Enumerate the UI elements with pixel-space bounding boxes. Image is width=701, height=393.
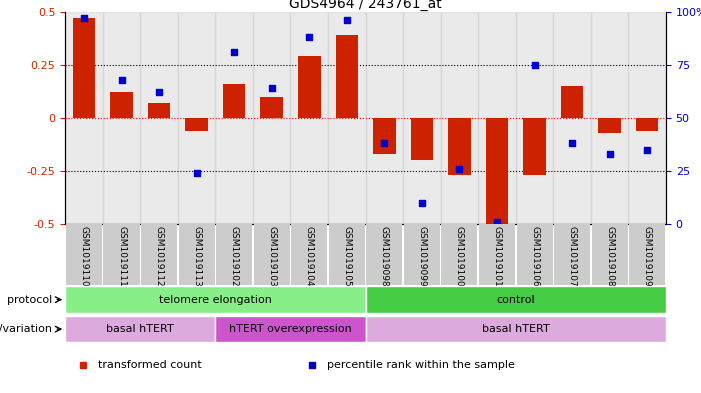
Bar [628, 12, 666, 224]
Bar [479, 224, 515, 285]
Bar [178, 12, 215, 224]
Text: GSM1019100: GSM1019100 [455, 226, 464, 286]
Bar [66, 224, 102, 285]
Bar [486, 118, 508, 224]
Bar [253, 12, 290, 224]
Bar [185, 118, 208, 130]
Text: protocol: protocol [7, 295, 52, 305]
Text: GSM1019102: GSM1019102 [230, 226, 238, 286]
Bar [65, 12, 103, 224]
Point [304, 34, 315, 40]
Bar [103, 12, 140, 224]
Point [566, 140, 578, 147]
Text: GSM1019104: GSM1019104 [305, 226, 314, 286]
Text: genotype/variation: genotype/variation [0, 324, 52, 334]
Bar [216, 224, 252, 285]
Text: transformed count: transformed count [98, 360, 202, 371]
Bar [523, 118, 546, 175]
Bar [441, 12, 478, 224]
Text: GSM1019098: GSM1019098 [380, 226, 389, 286]
Bar [291, 224, 327, 285]
Title: GDS4964 / 243761_at: GDS4964 / 243761_at [290, 0, 442, 11]
Bar [478, 12, 516, 224]
Text: GSM1019109: GSM1019109 [643, 226, 652, 286]
Bar [373, 118, 395, 154]
Text: GSM1019110: GSM1019110 [79, 226, 88, 286]
Text: percentile rank within the sample: percentile rank within the sample [327, 360, 515, 371]
Point [191, 170, 202, 176]
Bar [442, 224, 477, 285]
Bar [329, 224, 365, 285]
Bar [411, 118, 433, 160]
Text: GSM1019106: GSM1019106 [530, 226, 539, 286]
Bar [366, 12, 403, 224]
Point [229, 49, 240, 55]
Point [116, 77, 127, 83]
Point [154, 89, 165, 95]
Text: GSM1019103: GSM1019103 [267, 226, 276, 286]
Bar [261, 97, 283, 118]
Bar [517, 224, 552, 285]
Bar [65, 286, 366, 313]
Point [454, 166, 465, 172]
Point [379, 140, 390, 147]
Text: GSM1019113: GSM1019113 [192, 226, 201, 286]
Bar [254, 224, 290, 285]
Text: control: control [496, 295, 535, 305]
Point [341, 17, 353, 24]
Bar [561, 86, 583, 118]
Bar [629, 224, 665, 285]
Point [529, 62, 540, 68]
Text: telomere elongation: telomere elongation [159, 295, 272, 305]
Point [79, 15, 90, 21]
Bar [73, 18, 95, 118]
Bar [592, 224, 627, 285]
Bar [140, 12, 178, 224]
Bar [215, 12, 253, 224]
Point [266, 85, 278, 91]
Bar [516, 12, 553, 224]
Bar [636, 118, 658, 130]
Bar [591, 12, 628, 224]
Bar [141, 224, 177, 285]
Bar [215, 316, 366, 342]
Bar [179, 224, 215, 285]
Bar [148, 103, 170, 118]
Bar [367, 224, 402, 285]
Text: GSM1019101: GSM1019101 [493, 226, 501, 286]
Bar [336, 35, 358, 118]
Text: GSM1019105: GSM1019105 [342, 226, 351, 286]
Point [604, 151, 615, 157]
Bar [366, 286, 666, 313]
Bar [110, 92, 132, 118]
Bar [104, 224, 139, 285]
Text: GSM1019108: GSM1019108 [605, 226, 614, 286]
Bar [553, 12, 591, 224]
Point [416, 200, 428, 206]
Bar [366, 316, 666, 342]
Bar [223, 84, 245, 118]
Text: basal hTERT: basal hTERT [482, 324, 550, 334]
Bar [328, 12, 366, 224]
Text: GSM1019112: GSM1019112 [154, 226, 163, 286]
Bar [554, 224, 590, 285]
Bar [298, 56, 320, 118]
Text: basal hTERT: basal hTERT [107, 324, 174, 334]
Text: GSM1019099: GSM1019099 [417, 226, 426, 286]
Text: GSM1019111: GSM1019111 [117, 226, 126, 286]
Text: GSM1019107: GSM1019107 [568, 226, 577, 286]
Bar [290, 12, 328, 224]
Bar [65, 316, 215, 342]
Bar [403, 12, 441, 224]
Point [491, 219, 503, 225]
Bar [448, 118, 470, 175]
Point [641, 147, 653, 153]
Bar [404, 224, 440, 285]
Text: hTERT overexpression: hTERT overexpression [229, 324, 352, 334]
Bar [599, 118, 621, 133]
